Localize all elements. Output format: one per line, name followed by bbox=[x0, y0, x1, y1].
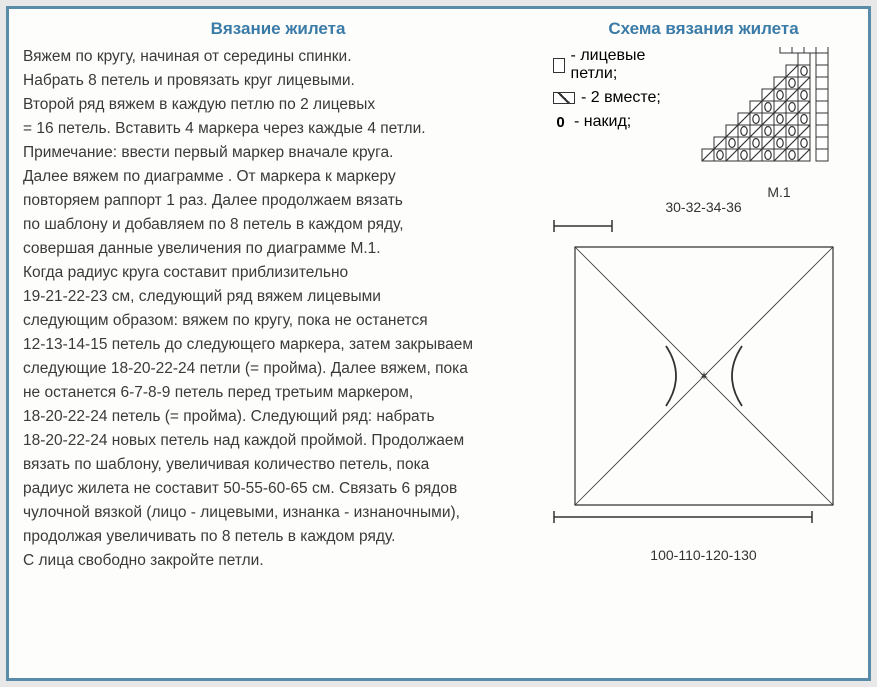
instruction-line: Второй ряд вяжем в каждую петлю по 2 лиц… bbox=[23, 93, 533, 117]
chart-label: M.1 bbox=[664, 184, 854, 200]
instruction-line: 12-13-14-15 петель до следующего маркера… bbox=[23, 333, 533, 357]
instruction-line: = 16 петель. Вставить 4 маркера через ка… bbox=[23, 117, 533, 141]
instruction-line: Набрать 8 петель и провязать круг лицевы… bbox=[23, 69, 533, 93]
instruction-line: по шаблону и добавляем по 8 петель в каж… bbox=[23, 213, 533, 237]
instruction-line: 19-21-22-23 см, следующий ряд вяжем лице… bbox=[23, 285, 533, 309]
stitch-chart-svg bbox=[664, 47, 854, 177]
instruction-line: 18-20-22-24 новых петель над каждой прой… bbox=[23, 429, 533, 453]
instruction-line: следующие 18-20-22-24 петли (= пройма). … bbox=[23, 357, 533, 381]
legend: - лицевые петли; - 2 вместе; 0 - накид; bbox=[553, 47, 663, 137]
legend-k2tog-label: - 2 вместе; bbox=[581, 89, 661, 107]
instruction-line: Примечание: ввести первый маркер вначале… bbox=[23, 141, 533, 165]
bottom-bracket-icon bbox=[553, 510, 813, 524]
instructions-body: Вяжем по кругу, начиная от середины спин… bbox=[23, 45, 533, 573]
page-frame: Вязание жилета Вяжем по кругу, начиная о… bbox=[6, 6, 871, 681]
instruction-line: не останется 6-7-8-9 петель перед третьи… bbox=[23, 381, 533, 405]
instruction-line: вязать по шаблону, увеличивая количество… bbox=[23, 453, 533, 477]
instruction-line: повторяем раппорт 1 раз. Далее продолжае… bbox=[23, 189, 533, 213]
instruction-line: Далее вяжем по диаграмме . От маркера к … bbox=[23, 165, 533, 189]
instruction-line: Вяжем по кругу, начиная от середины спин… bbox=[23, 45, 533, 69]
svg-text:✶: ✶ bbox=[698, 369, 708, 383]
instruction-line: следующим образом: вяжем по кругу, пока … bbox=[23, 309, 533, 333]
legend-yo-label: - накид; bbox=[574, 113, 631, 131]
schematic-title: Схема вязания жилета bbox=[553, 19, 854, 39]
legend-knit: - лицевые петли; bbox=[553, 47, 663, 83]
schematic-column: Схема вязания жилета - лицевые петли; - … bbox=[553, 19, 854, 668]
square-diagram: ✶ bbox=[574, 246, 834, 506]
square-diagram-svg: ✶ bbox=[574, 246, 834, 506]
instruction-line: чулочной вязкой (лицо - лицевыми, изнанк… bbox=[23, 501, 533, 525]
top-measurement: 30-32-34-36 bbox=[553, 199, 854, 215]
top-bracket-icon bbox=[553, 219, 613, 233]
instruction-line: С лица свободно закройте петли. bbox=[23, 549, 533, 573]
instruction-line: 18-20-22-24 петель (= пройма). Следующий… bbox=[23, 405, 533, 429]
instructions-column: Вязание жилета Вяжем по кругу, начиная о… bbox=[23, 19, 533, 668]
instruction-line: совершая данные увеличения по диаграмме … bbox=[23, 237, 533, 261]
legend-k2tog: - 2 вместе; bbox=[553, 89, 663, 107]
hatch-icon bbox=[553, 92, 575, 104]
instruction-line: Когда радиус круга составит приблизитель… bbox=[23, 261, 533, 285]
legend-yo: 0 - накид; bbox=[553, 113, 663, 131]
stitch-chart: M.1 bbox=[664, 47, 854, 200]
bottom-measurement: 100-110-120-130 bbox=[553, 547, 854, 563]
zero-icon: 0 bbox=[553, 114, 568, 131]
square-icon bbox=[553, 58, 565, 73]
legend-knit-label: - лицевые петли; bbox=[571, 47, 663, 83]
instruction-line: продолжая увеличивать по 8 петель в кажд… bbox=[23, 525, 533, 549]
instructions-title: Вязание жилета bbox=[23, 19, 533, 39]
instruction-line: радиус жилета не составит 50-55-60-65 см… bbox=[23, 477, 533, 501]
